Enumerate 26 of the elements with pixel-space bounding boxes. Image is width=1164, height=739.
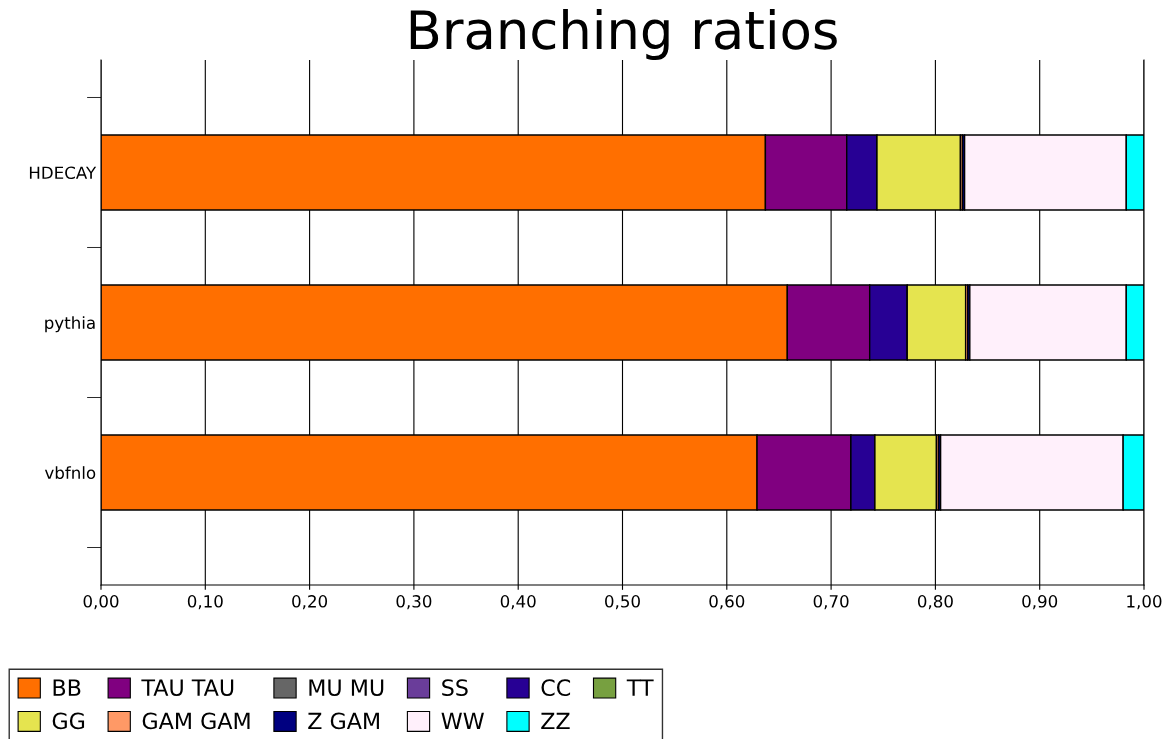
legend-label: MU MU (309, 679, 384, 697)
legend-label: GG (52, 712, 85, 730)
x-tick-label: 0,50 (605, 595, 640, 610)
x-tick-label: 0,00 (83, 595, 119, 610)
legend-label: TAU TAU (141, 679, 234, 697)
x-tick-label: 0,40 (500, 595, 536, 610)
legend-label: ZZ (541, 712, 570, 729)
x-tick-label: 0,20 (292, 595, 328, 610)
x-tick-label: 0,30 (396, 595, 432, 610)
legend-label: BB (53, 679, 81, 696)
x-tick-label: 1,00 (1127, 595, 1162, 610)
legend-label: CC (541, 679, 571, 697)
chart-title: Branching ratios (410, 8, 837, 60)
y-tick-label: pythia (45, 316, 95, 333)
legend-label: SS (442, 679, 468, 697)
x-tick-label: 0,80 (917, 595, 953, 610)
legend-label: Z GAM (308, 712, 379, 730)
legend-label: WW (441, 712, 484, 729)
x-tick-label: 0,90 (1022, 595, 1058, 610)
y-tick-label: HDECAY (29, 166, 97, 180)
legend-label: TT (626, 679, 654, 696)
x-tick-label: 0,10 (187, 595, 223, 610)
x-tick-label: 0,70 (813, 595, 849, 610)
x-tick-label: 0,60 (709, 595, 745, 610)
legend-label: GAM GAM (142, 712, 250, 730)
y-tick-label: vbfnlo (44, 466, 96, 480)
